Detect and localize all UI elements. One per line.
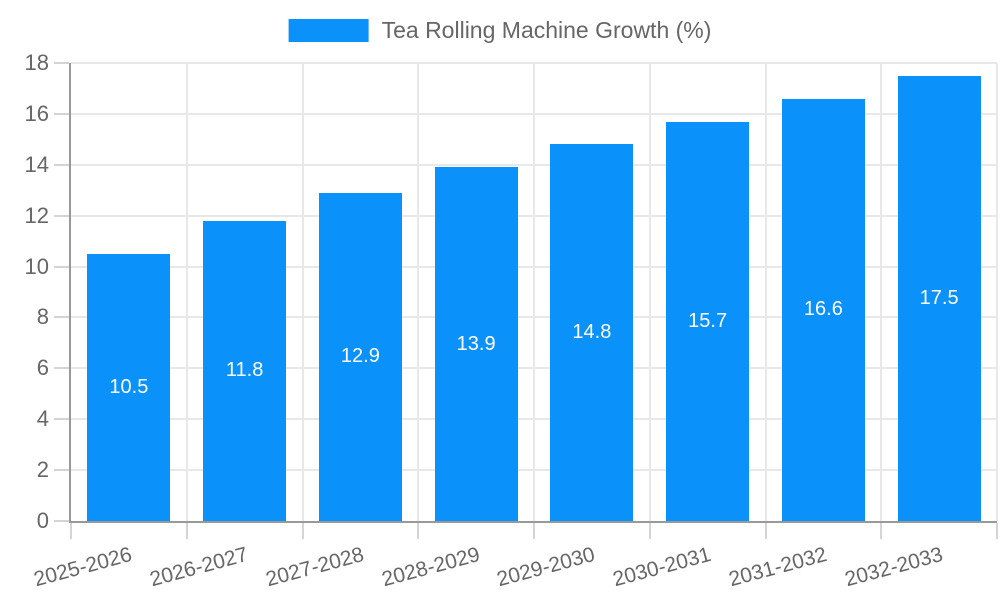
y-axis-tick — [54, 163, 69, 166]
x-axis-category-label: 2030-2031 — [610, 543, 714, 592]
bar[interactable]: 17.5 — [897, 75, 981, 521]
x-axis-tick — [70, 523, 72, 539]
gridline-vertical — [996, 63, 998, 521]
bar-value-label: 10.5 — [109, 375, 149, 398]
y-axis-tick-label: 6 — [36, 355, 49, 381]
x-axis-category-label: 2032-2033 — [842, 543, 946, 592]
y-axis-tick — [54, 112, 69, 115]
x-axis-tick — [648, 523, 651, 539]
gridline-vertical — [764, 63, 767, 521]
y-axis-tick-label: 12 — [24, 202, 49, 228]
x-axis-category-label: 2026-2027 — [147, 543, 251, 592]
x-axis-tick — [996, 523, 998, 539]
x-axis-tick — [185, 523, 188, 539]
x-axis-tick — [880, 523, 883, 539]
y-axis-tick — [54, 418, 69, 421]
bar-value-label: 16.6 — [803, 298, 843, 321]
bar-value-label: 11.8 — [225, 359, 264, 382]
gridline-vertical — [648, 63, 651, 521]
gridline-vertical — [880, 63, 883, 521]
gridline-vertical — [417, 63, 420, 521]
x-axis-tick — [764, 523, 767, 539]
y-axis-tick — [54, 62, 69, 64]
x-axis-category-label: 2027-2028 — [263, 543, 367, 592]
y-axis-tick — [54, 469, 69, 472]
bar-value-label: 12.9 — [340, 345, 380, 368]
legend-label: Tea Rolling Machine Growth (%) — [381, 17, 712, 43]
y-axis-tick-label: 18 — [24, 50, 49, 75]
bar[interactable]: 11.8 — [203, 220, 287, 521]
x-axis-category-label: 2029-2030 — [494, 543, 598, 592]
x-axis-tick — [533, 523, 535, 539]
y-axis-tick-label: 4 — [36, 406, 49, 432]
legend[interactable]: Tea Rolling Machine Growth (%) — [288, 17, 712, 44]
x-axis-category-label: 2025-2026 — [31, 543, 135, 592]
x-axis-tick — [301, 523, 304, 539]
y-axis-tick — [54, 367, 69, 370]
bar[interactable]: 13.9 — [434, 167, 518, 521]
plot-area: 0 2 4 6 8 10 12 14 16 18 10.5 11.8 12.9 13.9 14.8 15.7 1… — [25, 50, 998, 591]
y-axis-tick-label: 16 — [24, 100, 49, 126]
bar-value-label: 17.5 — [919, 286, 959, 309]
y-axis-tick-label: 2 — [36, 457, 49, 483]
bar-value-label: 13.9 — [456, 332, 496, 355]
y-axis-tick-label: 14 — [24, 151, 49, 177]
y-axis-tick — [54, 520, 69, 522]
gridline-vertical — [301, 63, 304, 521]
bar[interactable]: 15.7 — [666, 121, 750, 521]
y-axis-tick — [54, 316, 69, 319]
bar[interactable]: 10.5 — [87, 253, 171, 521]
y-axis-tick-label: 10 — [24, 253, 49, 279]
bar-value-label: 14.8 — [572, 321, 612, 344]
y-axis-tick-label: 8 — [36, 304, 49, 330]
y-axis-tick — [54, 265, 69, 268]
legend-swatch-icon — [288, 19, 369, 42]
bar[interactable]: 14.8 — [550, 144, 634, 521]
x-axis-tick — [417, 523, 420, 539]
y-axis-tick-label: 0 — [36, 508, 49, 533]
bar-value-label: 15.7 — [688, 309, 728, 332]
bar[interactable]: 16.6 — [781, 98, 865, 521]
bar[interactable]: 12.9 — [318, 192, 402, 521]
x-axis-category-label: 2031-2032 — [726, 543, 830, 592]
gridline-vertical — [533, 63, 535, 521]
gridline-vertical — [185, 63, 188, 521]
x-axis-category-label: 2028-2029 — [379, 543, 483, 592]
y-axis-tick — [54, 214, 69, 217]
